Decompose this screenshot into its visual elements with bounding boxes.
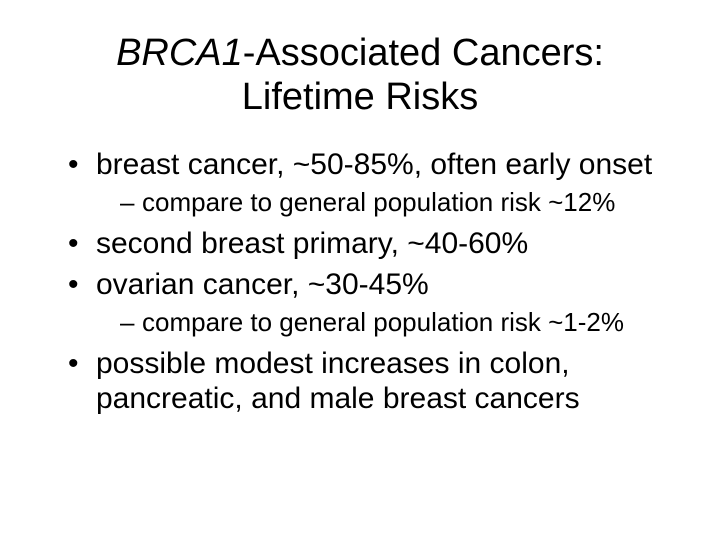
- list-item: ovarian cancer, ~30-45% compare to gener…: [68, 267, 672, 338]
- sub-bullet-text: compare to general population risk ~1-2%: [142, 307, 624, 337]
- list-item: possible modest increases in colon, panc…: [68, 346, 672, 417]
- bullet-text: second breast primary, ~40-60%: [96, 227, 528, 260]
- bullet-list: breast cancer, ~50-85%, often early onse…: [68, 147, 672, 416]
- bullet-text: possible modest increases in colon, panc…: [96, 347, 580, 415]
- slide: BRCA1-Associated Cancers: Lifetime Risks…: [0, 0, 720, 540]
- sub-bullet-list: compare to general population risk ~12%: [120, 187, 672, 218]
- slide-title: BRCA1-Associated Cancers: Lifetime Risks: [48, 32, 672, 119]
- title-rest: -Associated Cancers: Lifetime Risks: [242, 32, 604, 118]
- list-item: breast cancer, ~50-85%, often early onse…: [68, 147, 672, 218]
- sub-bullet-list: compare to general population risk ~1-2%: [120, 307, 672, 338]
- bullet-text: ovarian cancer, ~30-45%: [96, 268, 429, 301]
- bullet-text: breast cancer, ~50-85%, often early onse…: [96, 148, 652, 181]
- list-item: second breast primary, ~40-60%: [68, 226, 672, 261]
- title-italic: BRCA1: [116, 32, 243, 74]
- sub-list-item: compare to general population risk ~1-2%: [120, 307, 672, 338]
- sub-list-item: compare to general population risk ~12%: [120, 187, 672, 218]
- sub-bullet-text: compare to general population risk ~12%: [142, 187, 615, 217]
